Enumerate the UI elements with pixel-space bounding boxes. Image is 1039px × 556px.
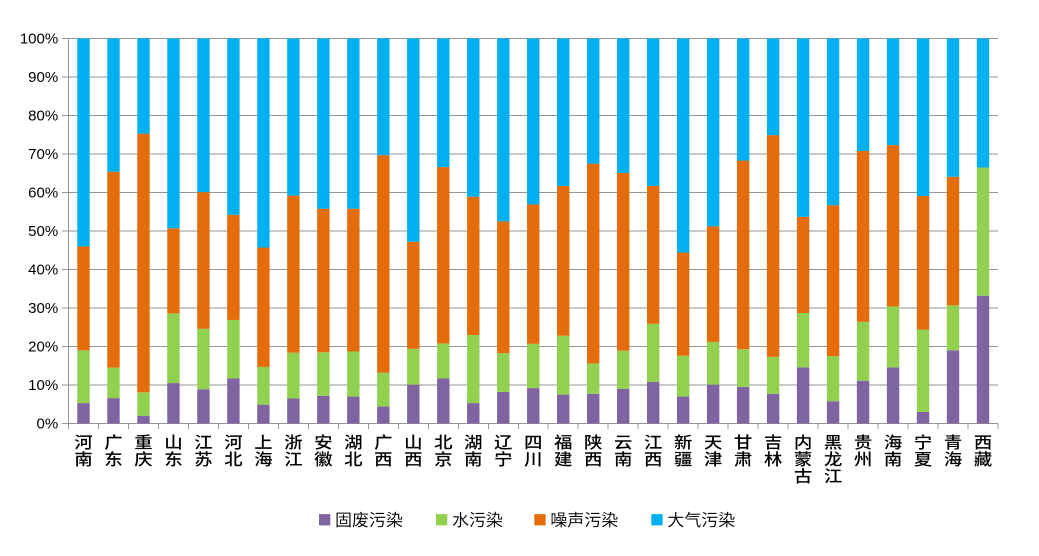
svg-text:60%: 60%	[28, 185, 58, 202]
svg-text:100%: 100%	[20, 31, 58, 48]
svg-text:20%: 20%	[28, 339, 58, 356]
svg-text:0%: 0%	[37, 416, 59, 433]
svg-text:40%: 40%	[28, 262, 58, 279]
svg-text:30%: 30%	[28, 300, 58, 317]
svg-text:10%: 10%	[28, 377, 58, 394]
svg-text:80%: 80%	[28, 108, 58, 125]
svg-text:70%: 70%	[28, 146, 58, 163]
svg-text:50%: 50%	[28, 223, 58, 240]
svg-text:90%: 90%	[28, 69, 58, 86]
